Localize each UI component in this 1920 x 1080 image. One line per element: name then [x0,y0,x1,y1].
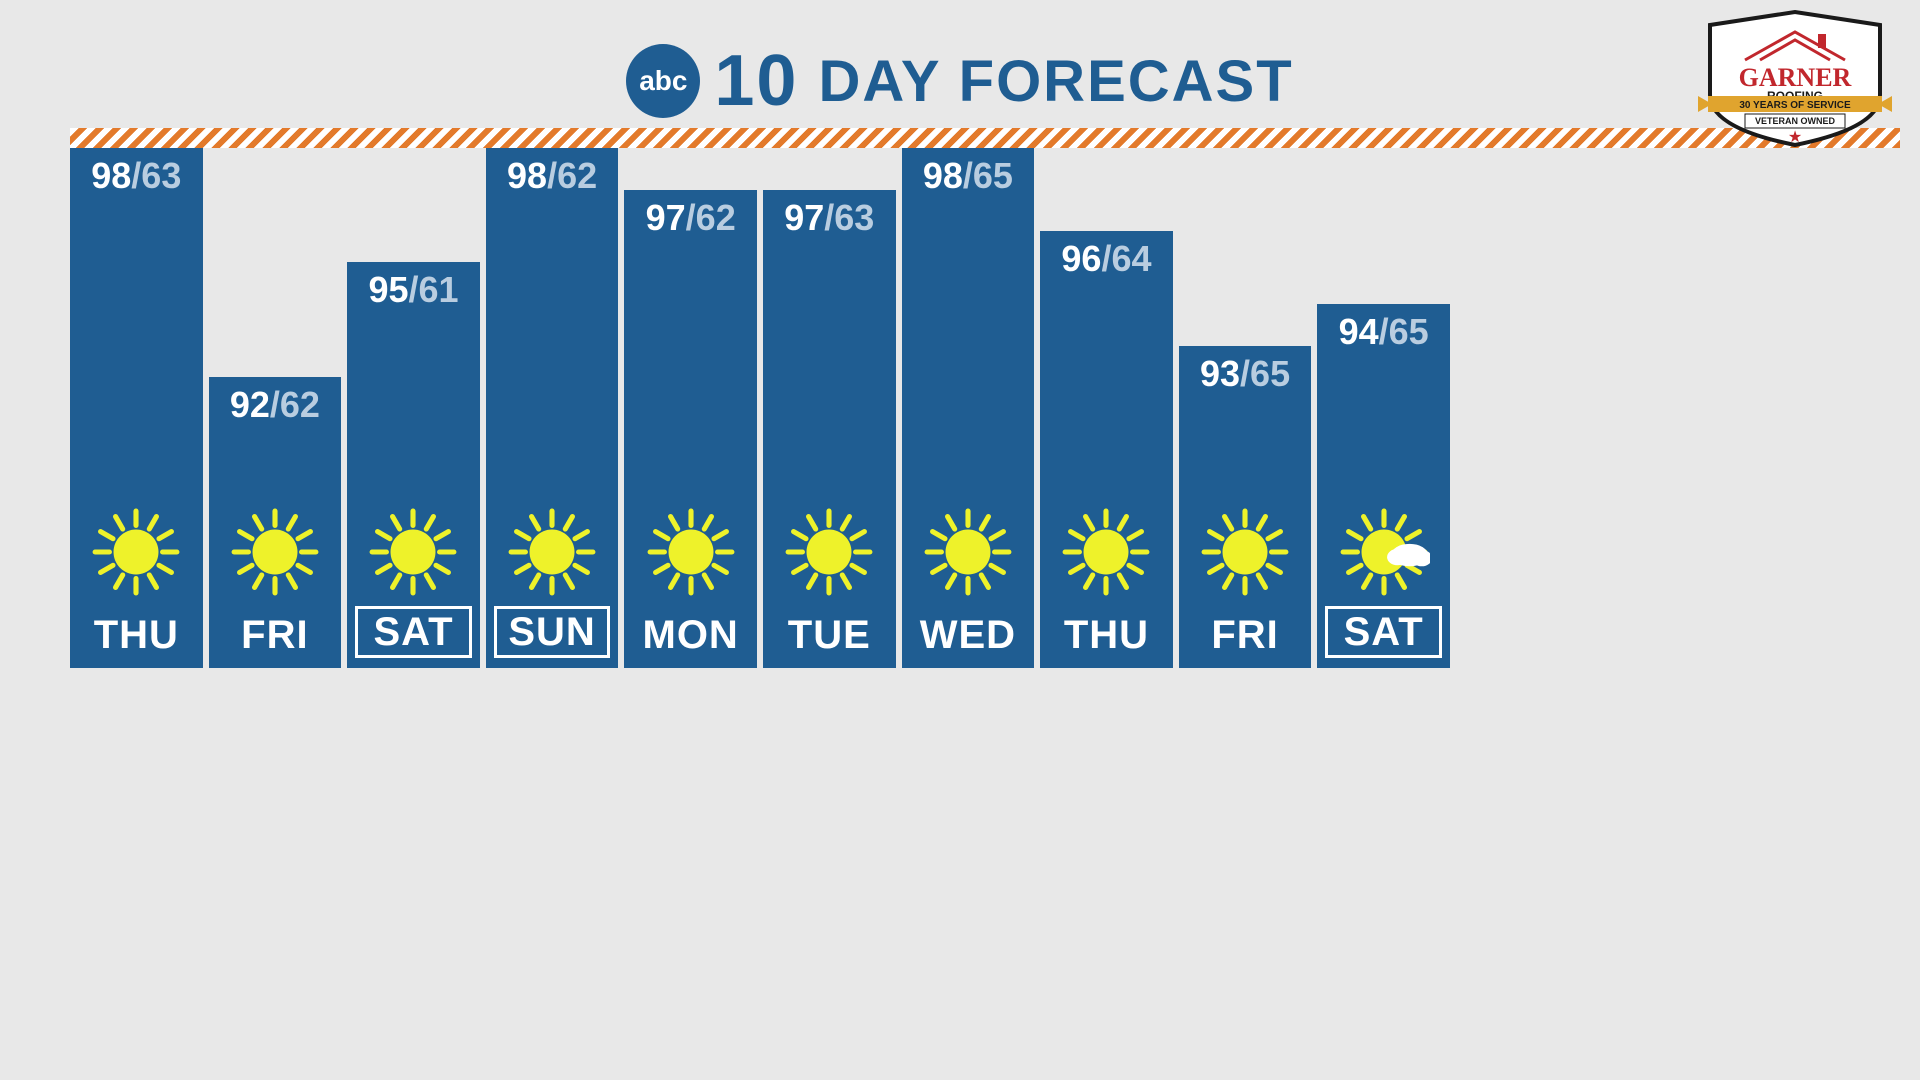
sun-icon [922,506,1014,598]
hatch-divider [70,128,1900,148]
weather-icon-wrap [1040,506,1173,598]
temp-label: 96/64 [1061,241,1151,277]
day-label: MON [632,612,749,658]
day-label: FRI [1187,612,1304,658]
title-bar: abc 10 DAY FORECAST [0,40,1920,122]
sun-icon [367,506,459,598]
sun-icon [783,506,875,598]
forecast-bar: 98/65 WED [902,148,1035,668]
temp-label: 92/62 [230,387,320,423]
forecast-bar: 95/61 SAT [347,262,480,668]
temp-label: 93/65 [1200,356,1290,392]
sun-icon [645,506,737,598]
forecast-bar: 92/62 FRI [209,377,342,668]
sponsor-logo: GARNER ROOFING 30 YEARS OF SERVICE VETER… [1690,10,1900,150]
abc-badge: abc [626,44,700,118]
day-label: SAT [355,606,472,658]
temp-label: 98/62 [507,158,597,194]
weather-icon-wrap [1179,506,1312,598]
sponsor-tag: VETERAN OWNED [1745,114,1845,128]
sun-icon [90,506,182,598]
sun-icon [1060,506,1152,598]
forecast-bar: 98/63 THU [70,148,203,668]
temp-label: 97/62 [646,200,736,236]
title-text: DAY FORECAST [818,48,1293,115]
day-label: SAT [1325,606,1442,658]
temp-label: 95/61 [368,272,458,308]
forecast-bar: 97/62 MON [624,190,757,668]
weather-icon-wrap [347,506,480,598]
forecast-bar: 98/62 SUN [486,148,619,668]
temp-label: 98/65 [923,158,1013,194]
day-label: THU [78,612,195,658]
weather-icon-wrap [763,506,896,598]
sun-cloud-icon [1338,506,1430,598]
weather-icon-wrap [209,506,342,598]
sun-icon [229,506,321,598]
forecast-bar: 94/65 SAT [1317,304,1450,668]
weather-icon-wrap [902,506,1035,598]
sponsor-banner: 30 YEARS OF SERVICE [1698,96,1892,112]
forecast-bar: 96/64 THU [1040,231,1173,668]
sun-icon [506,506,598,598]
temp-label: 94/65 [1339,314,1429,350]
title-number: 10 [714,40,798,122]
day-label: WED [910,612,1027,658]
weather-icon-wrap [486,506,619,598]
svg-text:VETERAN OWNED: VETERAN OWNED [1755,116,1836,126]
day-label: FRI [217,612,334,658]
forecast-bar: 97/63 TUE [763,190,896,668]
weather-icon-wrap [624,506,757,598]
day-label: SUN [494,606,611,658]
svg-text:30 YEARS OF SERVICE: 30 YEARS OF SERVICE [1739,100,1851,111]
forecast-bar: 93/65 FRI [1179,346,1312,668]
temp-label: 98/63 [91,158,181,194]
temp-label: 97/63 [784,200,874,236]
sun-icon [1199,506,1291,598]
sponsor-name: GARNER [1739,63,1852,92]
day-label: THU [1048,612,1165,658]
weather-icon-wrap [1317,506,1450,598]
day-label: TUE [771,612,888,658]
star-icon: ★ [1788,129,1802,146]
weather-icon-wrap [70,506,203,598]
forecast-chart: 98/63 THU 92/62 FRI 95/61 SAT 98/62 SUN 97/62 MON… [70,148,1450,668]
